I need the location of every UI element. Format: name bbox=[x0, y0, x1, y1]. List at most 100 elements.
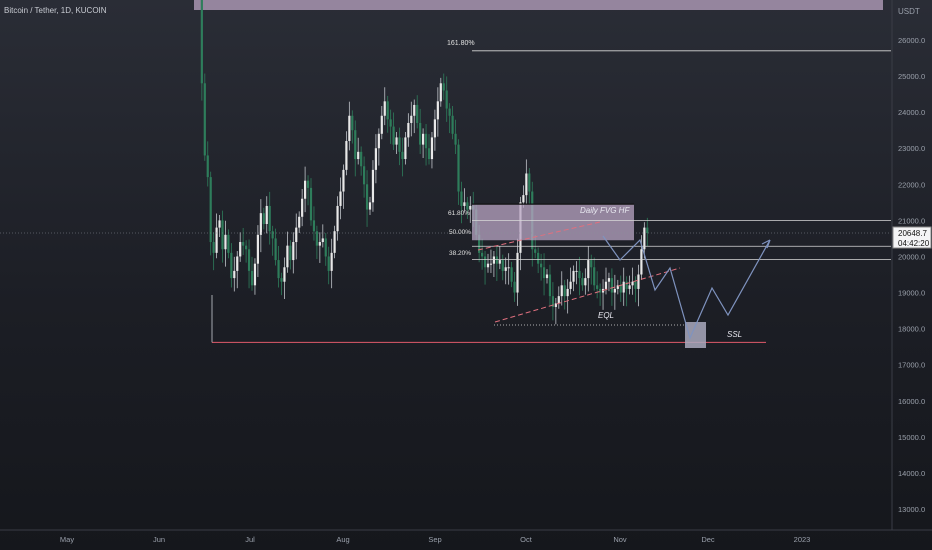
candle-body bbox=[377, 133, 380, 149]
time-tick-label: Sep bbox=[428, 535, 441, 544]
candle-body bbox=[242, 242, 245, 246]
eql-label: EQL bbox=[598, 311, 614, 320]
candle-body bbox=[256, 234, 259, 264]
projected-arrowhead bbox=[761, 239, 771, 249]
time-tick-label: Jun bbox=[153, 535, 165, 544]
projected-path bbox=[602, 235, 771, 340]
drawings bbox=[477, 221, 771, 348]
price-tick-label: 19000.0 bbox=[898, 289, 925, 298]
candle-body bbox=[206, 155, 209, 178]
time-tick-label: Aug bbox=[336, 535, 349, 544]
candle-body bbox=[495, 256, 498, 264]
candle-body bbox=[274, 238, 277, 261]
candle-body bbox=[253, 263, 257, 286]
price-tick-label: 22000.0 bbox=[898, 180, 925, 189]
top-supply-zone bbox=[194, 0, 883, 10]
candle-body bbox=[416, 104, 419, 123]
candle-body bbox=[436, 101, 439, 120]
time-tick-label: Jul bbox=[245, 535, 255, 544]
candle-body bbox=[392, 126, 395, 145]
candle-body bbox=[424, 133, 428, 149]
candle-body bbox=[516, 252, 519, 293]
candle-body bbox=[265, 205, 268, 224]
candle-body bbox=[324, 238, 327, 257]
candle-body bbox=[590, 260, 593, 268]
candle-body bbox=[407, 122, 410, 138]
candle-body bbox=[634, 281, 637, 289]
candle-body bbox=[389, 119, 392, 127]
candle-body bbox=[563, 285, 566, 297]
price-tick-label: 13000.0 bbox=[898, 505, 925, 514]
candle-body bbox=[200, 0, 203, 84]
candle-body bbox=[457, 144, 460, 192]
wedge-lower-line bbox=[494, 267, 681, 323]
candle-body bbox=[619, 285, 622, 293]
price-axis[interactable]: 13000.0 14000.0 15000.0 16000.0 17000.0 18000… bbox=[891, 0, 925, 530]
candle-body bbox=[486, 263, 490, 268]
candle-body bbox=[401, 151, 404, 160]
candle-body bbox=[365, 184, 369, 210]
candle-body bbox=[342, 169, 345, 192]
symbol-title: Bitcoin / Tether, 1D, KUCOIN bbox=[4, 6, 107, 15]
candle-body bbox=[551, 296, 554, 307]
candle-body bbox=[578, 270, 581, 279]
candle-body bbox=[259, 213, 262, 235]
candle-body bbox=[354, 130, 357, 160]
time-tick-label: May bbox=[60, 535, 74, 544]
candle-body bbox=[312, 220, 316, 232]
candle-body bbox=[395, 137, 398, 145]
price-tick-label: 25000.0 bbox=[898, 72, 925, 81]
price-tick-label: 18000.0 bbox=[898, 325, 925, 334]
price-tick-label: 17000.0 bbox=[898, 361, 925, 370]
candle-body bbox=[513, 281, 516, 293]
candle-body bbox=[478, 234, 481, 253]
last-price-tag[interactable]: 20648.7 04:42:20 bbox=[892, 226, 932, 249]
candle-body bbox=[327, 256, 330, 271]
candle-body bbox=[321, 238, 324, 243]
candle-body bbox=[336, 205, 339, 232]
candle-body bbox=[286, 245, 289, 268]
candle-body bbox=[442, 83, 445, 91]
price-tick-label: 15000.0 bbox=[898, 433, 925, 442]
fvg-label: Daily FVG HF bbox=[580, 206, 630, 215]
candle-body bbox=[309, 187, 313, 221]
candle-body bbox=[554, 303, 557, 307]
candle-body bbox=[528, 173, 531, 192]
candle-body bbox=[593, 267, 596, 286]
candle-body bbox=[439, 83, 442, 102]
candle-body bbox=[227, 234, 230, 253]
candle-body bbox=[221, 220, 224, 250]
candle-body bbox=[298, 216, 301, 228]
candle-body bbox=[383, 101, 386, 116]
candle-body bbox=[466, 202, 469, 210]
candle-body bbox=[501, 260, 504, 271]
candle-body bbox=[315, 231, 318, 246]
candle-body bbox=[628, 285, 631, 289]
candle-body bbox=[280, 278, 283, 282]
candle-body bbox=[262, 213, 265, 224]
last-price-countdown: 04:42:20 bbox=[898, 239, 930, 248]
candle-body bbox=[584, 278, 587, 286]
candle-body bbox=[566, 288, 569, 297]
candle-body bbox=[596, 285, 599, 289]
price-tick-label: 24000.0 bbox=[898, 108, 925, 117]
wedge-upper-line bbox=[477, 221, 601, 251]
candle-body bbox=[368, 202, 372, 210]
candle-body bbox=[557, 296, 560, 304]
candle-body bbox=[522, 195, 525, 203]
candle-body bbox=[419, 122, 422, 145]
candle-body bbox=[339, 191, 342, 206]
candle-body bbox=[422, 133, 425, 145]
candle-body bbox=[489, 263, 493, 265]
candle-body bbox=[215, 227, 218, 253]
last-price-value: 20648.7 bbox=[898, 229, 927, 238]
time-axis[interactable]: May Jun Jul Aug Sep Oct Nov Dec 2023 bbox=[0, 529, 932, 544]
candle-body bbox=[445, 90, 448, 109]
candle-body bbox=[498, 260, 501, 264]
price-tick-label: 26000.0 bbox=[898, 36, 925, 45]
candle-body bbox=[277, 260, 280, 279]
candle-body bbox=[616, 285, 619, 289]
time-tick-label: Nov bbox=[613, 535, 627, 544]
